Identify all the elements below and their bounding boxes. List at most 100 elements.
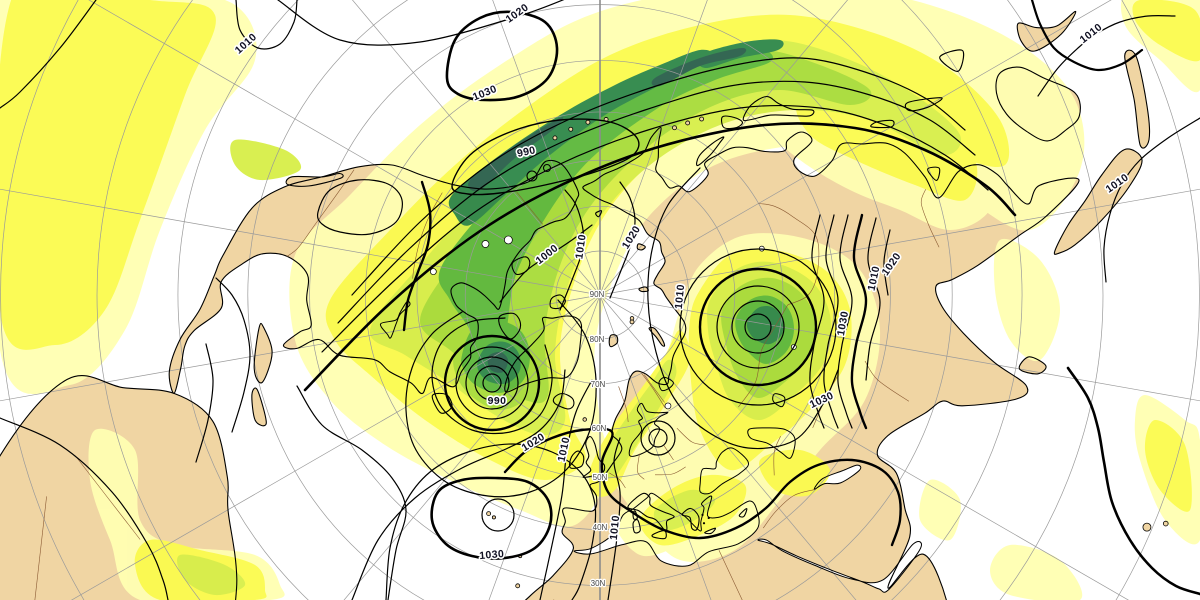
- precip-area-level-7: [651, 47, 747, 87]
- country-border: [762, 489, 816, 529]
- coastline: [638, 286, 649, 293]
- coastline: [253, 322, 273, 384]
- landmass: [1054, 149, 1143, 255]
- coastline: [549, 294, 566, 310]
- landmass: [1017, 11, 1076, 52]
- country-border: [773, 435, 781, 476]
- isobar-contour: [1103, 117, 1200, 283]
- coastline: [995, 66, 1081, 142]
- country-border: [637, 453, 645, 480]
- precip-area-level-3: [653, 489, 716, 531]
- coastline: [632, 510, 638, 520]
- latitude-label: 80N: [590, 335, 605, 344]
- coastline: [939, 49, 965, 72]
- precip-area-level-2: [759, 449, 831, 497]
- isobar-label: 1030: [479, 548, 505, 562]
- coastline: [511, 256, 531, 275]
- country-border: [34, 496, 47, 600]
- isobar-contour: [351, 57, 966, 296]
- isobar-contour: [1037, 14, 1176, 97]
- landmass: [254, 323, 273, 383]
- isobar-contour-ring: [640, 420, 676, 456]
- sea-coastline: [699, 447, 749, 495]
- precip-area-level-5: [438, 49, 774, 375]
- isobar-contour: [321, 104, 989, 353]
- coastline: [0, 375, 238, 600]
- lake: [429, 268, 437, 275]
- isobar-contour: [402, 180, 432, 332]
- coastline: [904, 97, 943, 112]
- latitude-circle: [177, 0, 1023, 600]
- precip-area-level-2: [0, 0, 216, 350]
- isobar-contour: [316, 179, 403, 236]
- country-border-layer: [34, 169, 940, 600]
- isobar-contour: [499, 224, 593, 303]
- isobar-contour-ring: [455, 346, 529, 420]
- country-border: [676, 427, 706, 446]
- landmass: [1124, 50, 1150, 149]
- coastline: [1018, 356, 1047, 375]
- precip-area-level-2: [795, 93, 978, 201]
- isobar-contour: [337, 80, 976, 324]
- isobar-contour-ring: [526, 170, 538, 182]
- coastline: [721, 115, 743, 130]
- coastline-layer: [0, 10, 1169, 600]
- small-island: [582, 417, 587, 422]
- coastline: [927, 166, 941, 181]
- isobar-contour: [277, 0, 565, 46]
- latitude-label: 90N: [590, 290, 605, 299]
- small-island: [515, 583, 521, 589]
- meridian-line: [343, 294, 601, 600]
- meridian-line: [88, 0, 601, 296]
- small-island: [491, 515, 496, 520]
- isobar-contour-ring: [716, 285, 800, 369]
- country-border: [758, 203, 820, 306]
- country-border: [286, 169, 355, 257]
- lake: [664, 402, 672, 410]
- isobar-contour: [609, 181, 636, 299]
- coastline: [595, 210, 603, 218]
- meridian-line: [488, 294, 601, 600]
- country-border: [643, 374, 665, 403]
- sea-coastline: [747, 427, 796, 459]
- small-island: [552, 135, 558, 141]
- isobar-contour: [865, 217, 881, 381]
- coastline: [608, 334, 619, 348]
- meridian-line: [492, 0, 601, 296]
- country-border: [663, 445, 674, 461]
- meridian-line: [599, 0, 1112, 296]
- coastline: [285, 172, 344, 187]
- meridian-line: [352, 0, 601, 296]
- country-border: [74, 455, 141, 540]
- isobar-contour-ring: [648, 428, 668, 448]
- latitude-label: 70N: [591, 380, 606, 389]
- coastline: [651, 530, 667, 540]
- isobar-contour: [647, 167, 839, 450]
- coastline: [552, 392, 575, 410]
- isobar-contour: [235, 0, 298, 50]
- isobar-contour: [503, 427, 902, 547]
- small-island: [1162, 520, 1169, 527]
- isobar-contour: [296, 385, 407, 600]
- country-border: [654, 466, 686, 476]
- isobar-contour: [0, 417, 169, 600]
- coastline: [704, 527, 717, 535]
- meridian-line: [0, 188, 601, 296]
- isobar-contour: [451, 118, 640, 196]
- isobar-contour: [1030, 0, 1144, 72]
- isobar-label: 990: [488, 395, 507, 407]
- isobar-contour: [1066, 366, 1200, 596]
- isobar-contour: [430, 476, 553, 560]
- isobar-contour: [837, 214, 853, 429]
- lake: [504, 235, 513, 245]
- small-island: [629, 316, 635, 321]
- small-island: [685, 120, 691, 126]
- coastline: [1016, 10, 1077, 52]
- coastline: [498, 312, 522, 340]
- precip-area-level-6: [746, 305, 784, 345]
- sea-coastline: [757, 538, 922, 593]
- latitude-circle: [96, 0, 1104, 600]
- isobar-contour-ring: [698, 267, 818, 387]
